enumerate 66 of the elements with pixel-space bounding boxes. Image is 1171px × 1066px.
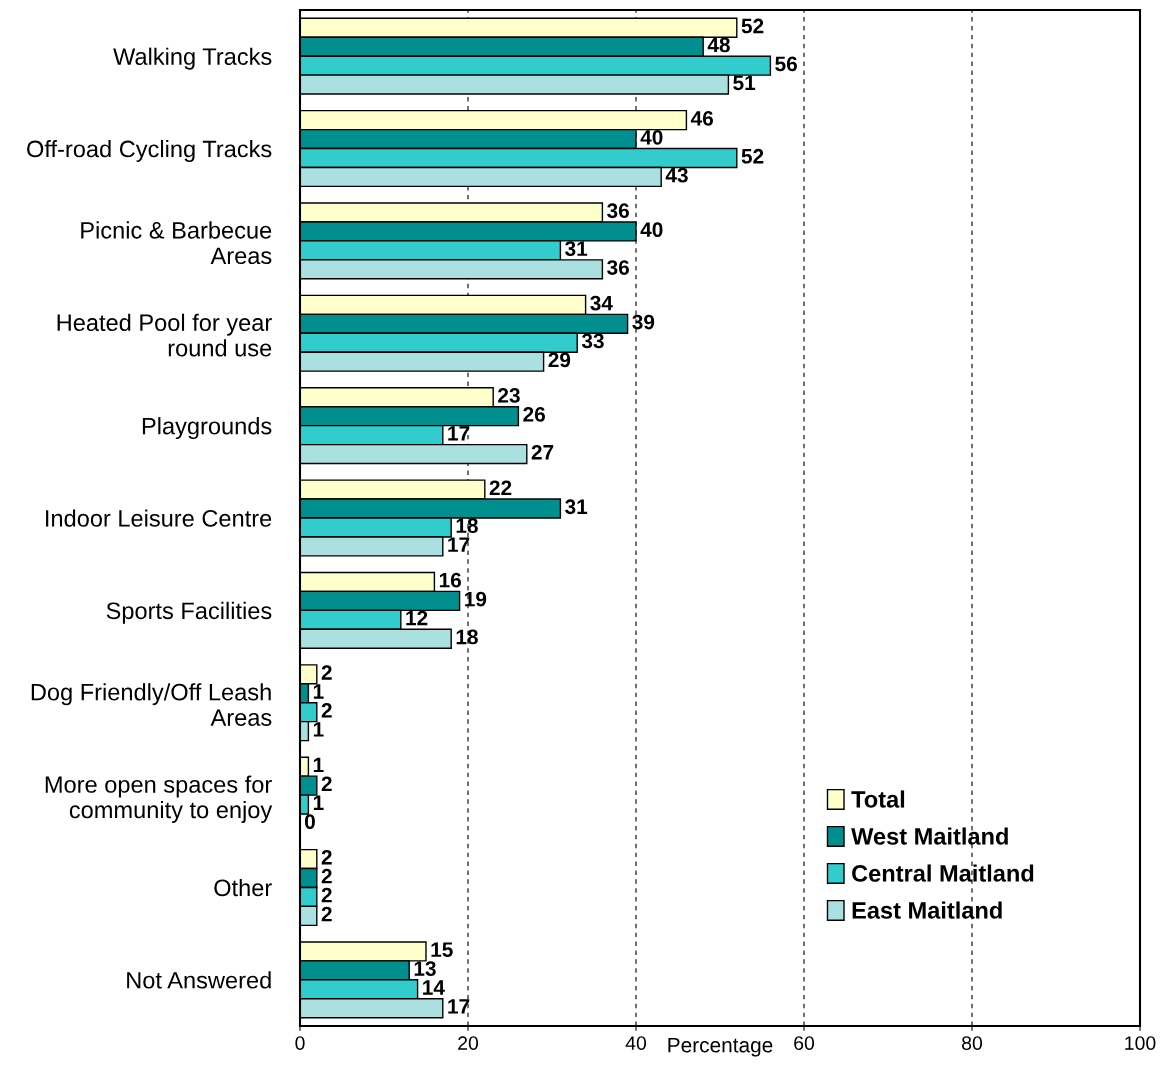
data-label: 26 bbox=[523, 407, 545, 422]
x-tick-label: 0 bbox=[295, 1036, 305, 1050]
data-label: 36 bbox=[607, 260, 629, 275]
data-label: 19 bbox=[465, 591, 487, 607]
data-label: 36 bbox=[607, 203, 629, 219]
data-label: 2 bbox=[321, 868, 332, 884]
data-label: 27 bbox=[531, 444, 554, 460]
legend-label: Central Maitland bbox=[852, 864, 1034, 882]
y-tick-label: Playgrounds bbox=[142, 417, 272, 440]
x-tick-label: 80 bbox=[962, 1036, 983, 1050]
data-label: 56 bbox=[775, 56, 797, 72]
data-label: 14 bbox=[423, 980, 445, 995]
y-tick-label: Indoor Leisure Centre bbox=[46, 509, 272, 527]
data-label: 18 bbox=[456, 518, 478, 534]
data-label: 17 bbox=[448, 537, 470, 552]
data-label: 52 bbox=[741, 18, 764, 34]
data-label: 2 bbox=[321, 887, 332, 903]
data-label: 1 bbox=[313, 722, 324, 737]
y-tick-label: Walking Tracks bbox=[113, 47, 272, 70]
data-label: 31 bbox=[565, 499, 588, 515]
data-label: 17 bbox=[448, 999, 470, 1014]
data-label: 16 bbox=[439, 572, 461, 588]
data-label: 40 bbox=[640, 129, 663, 145]
x-axis-title: Percentage bbox=[668, 1037, 773, 1057]
data-label: 22 bbox=[489, 480, 512, 495]
data-label: 33 bbox=[581, 333, 604, 349]
data-label: 39 bbox=[632, 314, 655, 330]
data-label: 17 bbox=[448, 426, 470, 441]
data-label: 12 bbox=[406, 610, 428, 626]
data-label: 2 bbox=[321, 849, 332, 865]
data-label: 13 bbox=[414, 961, 436, 976]
y-tick-label: Heated Pool for year round use bbox=[57, 313, 272, 357]
data-label: 31 bbox=[565, 241, 588, 256]
legend-label: Total bbox=[851, 790, 905, 808]
data-label: 2 bbox=[321, 776, 332, 792]
x-tick-label: 60 bbox=[794, 1036, 815, 1050]
data-label: 2 bbox=[321, 665, 332, 680]
data-label: 1 bbox=[313, 684, 324, 699]
y-tick-label: Sports Facilities bbox=[106, 601, 272, 624]
y-tick-label: Not Answered bbox=[127, 971, 271, 989]
data-label: 0 bbox=[304, 814, 315, 830]
data-label: 18 bbox=[456, 629, 478, 645]
data-label: 1 bbox=[313, 757, 324, 773]
data-label: 29 bbox=[548, 352, 571, 368]
legend-label: West Maitland bbox=[851, 827, 1008, 845]
data-label: 48 bbox=[707, 37, 730, 53]
x-tick-label: 40 bbox=[625, 1036, 647, 1050]
data-label: 15 bbox=[431, 942, 453, 958]
y-tick-label: More open spaces for community to enjoy bbox=[45, 775, 273, 823]
data-label: 2 bbox=[321, 703, 332, 718]
data-label: 34 bbox=[590, 295, 613, 311]
data-label: 1 bbox=[313, 795, 324, 810]
data-label: 51 bbox=[733, 75, 756, 91]
data-label: 2 bbox=[321, 906, 332, 922]
data-label: 52 bbox=[741, 148, 764, 164]
data-label: 46 bbox=[690, 110, 713, 126]
data-label: 43 bbox=[665, 167, 688, 183]
data-label: 40 bbox=[640, 222, 663, 238]
data-label: 23 bbox=[498, 388, 520, 403]
x-tick-label: 20 bbox=[458, 1036, 479, 1050]
y-tick-label: Off-road Cycling Tracks bbox=[27, 139, 272, 162]
y-tick-label: Picnic & Barbecue Areas bbox=[81, 221, 272, 265]
legend-label: East Maitland bbox=[852, 901, 1002, 919]
y-tick-label: Other bbox=[214, 878, 272, 897]
y-tick-label: Dog Friendly/Off Leash Areas bbox=[31, 683, 272, 726]
x-tick-label: 100 bbox=[1125, 1036, 1156, 1050]
